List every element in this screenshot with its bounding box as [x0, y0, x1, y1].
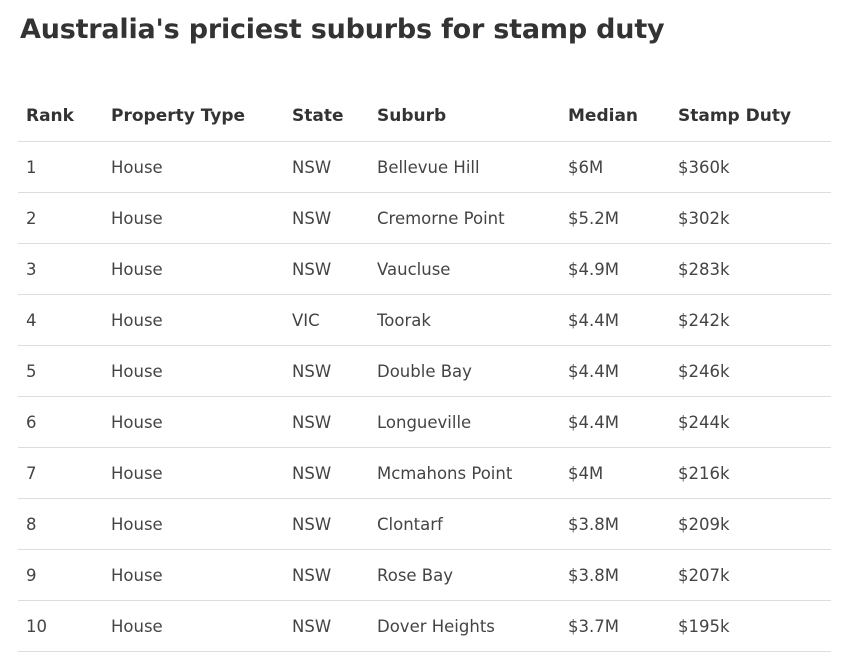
table-cell: $4.4M: [560, 345, 670, 397]
table-cell: Bellevue Hill: [369, 141, 560, 193]
table-cell: 4: [18, 294, 103, 346]
table-cell: $4.4M: [560, 294, 670, 346]
table-cell: $3.8M: [560, 549, 670, 601]
table-cell: $4M: [560, 447, 670, 499]
column-header: Median: [560, 90, 670, 142]
table-row: 4 House VIC Toorak $4.4M $242k: [18, 294, 831, 346]
table-cell: NSW: [284, 447, 369, 499]
table-cell: House: [103, 141, 284, 193]
table-row: 2 House NSW Cremorne Point $5.2M $302k: [18, 192, 831, 244]
table-cell: House: [103, 294, 284, 346]
table-cell: $4.4M: [560, 396, 670, 448]
table-cell: $244k: [670, 396, 831, 448]
table-cell: VIC: [284, 294, 369, 346]
table-cell: $283k: [670, 243, 831, 295]
table-cell: 2: [18, 192, 103, 244]
page-title: Australia's priciest suburbs for stamp d…: [20, 14, 665, 45]
table-cell: $195k: [670, 600, 831, 652]
table-cell: Vaucluse: [369, 243, 560, 295]
table-cell: $246k: [670, 345, 831, 397]
table-cell: 6: [18, 396, 103, 448]
table-row: 1 House NSW Bellevue Hill $6M $360k: [18, 141, 831, 193]
column-header: Rank: [18, 90, 103, 142]
table-cell: Clontarf: [369, 498, 560, 550]
table-cell: Rose Bay: [369, 549, 560, 601]
table-cell: $207k: [670, 549, 831, 601]
table-cell: 9: [18, 549, 103, 601]
table-cell: House: [103, 498, 284, 550]
table-cell: $3.8M: [560, 498, 670, 550]
table-cell: 3: [18, 243, 103, 295]
table-cell: Cremorne Point: [369, 192, 560, 244]
table-cell: NSW: [284, 141, 369, 193]
table-cell: $4.9M: [560, 243, 670, 295]
column-header: Stamp Duty: [670, 90, 831, 142]
table-cell: $216k: [670, 447, 831, 499]
table-cell: House: [103, 243, 284, 295]
table-cell: NSW: [284, 192, 369, 244]
table-row: 9 House NSW Rose Bay $3.8M $207k: [18, 549, 831, 601]
table-cell: House: [103, 600, 284, 652]
table-row: 8 House NSW Clontarf $3.8M $209k: [18, 498, 831, 550]
table-cell: House: [103, 396, 284, 448]
table-cell: 1: [18, 141, 103, 193]
table-cell: Toorak: [369, 294, 560, 346]
table-cell: 5: [18, 345, 103, 397]
table-cell: $5.2M: [560, 192, 670, 244]
table-cell: Dover Heights: [369, 600, 560, 652]
stamp-duty-table: Rank Property Type State Suburb Median Stamp …: [18, 90, 831, 652]
table-cell: $209k: [670, 498, 831, 550]
table-cell: $302k: [670, 192, 831, 244]
column-header: State: [284, 90, 369, 142]
table-header-row: Rank Property Type State Suburb Median Stamp …: [18, 90, 831, 142]
table-cell: $242k: [670, 294, 831, 346]
table-row: 5 House NSW Double Bay $4.4M $246k: [18, 345, 831, 397]
table-cell: House: [103, 549, 284, 601]
table-cell: Double Bay: [369, 345, 560, 397]
table-cell: House: [103, 192, 284, 244]
table-row: 7 House NSW Mcmahons Point $4M $216k: [18, 447, 831, 499]
table-cell: NSW: [284, 498, 369, 550]
column-header: Suburb: [369, 90, 560, 142]
column-header: Property Type: [103, 90, 284, 142]
table-cell: 8: [18, 498, 103, 550]
table-cell: $3.7M: [560, 600, 670, 652]
table-cell: $360k: [670, 141, 831, 193]
table-cell: NSW: [284, 600, 369, 652]
table-cell: Mcmahons Point: [369, 447, 560, 499]
table-cell: NSW: [284, 549, 369, 601]
table-cell: NSW: [284, 345, 369, 397]
table-row: 6 House NSW Longueville $4.4M $244k: [18, 396, 831, 448]
table-row: 3 House NSW Vaucluse $4.9M $283k: [18, 243, 831, 295]
table-cell: House: [103, 447, 284, 499]
table-cell: NSW: [284, 396, 369, 448]
table-cell: NSW: [284, 243, 369, 295]
table-cell: $6M: [560, 141, 670, 193]
table-row: 10 House NSW Dover Heights $3.7M $195k: [18, 600, 831, 652]
table-cell: 10: [18, 600, 103, 652]
table-cell: 7: [18, 447, 103, 499]
table-cell: Longueville: [369, 396, 560, 448]
table-cell: House: [103, 345, 284, 397]
